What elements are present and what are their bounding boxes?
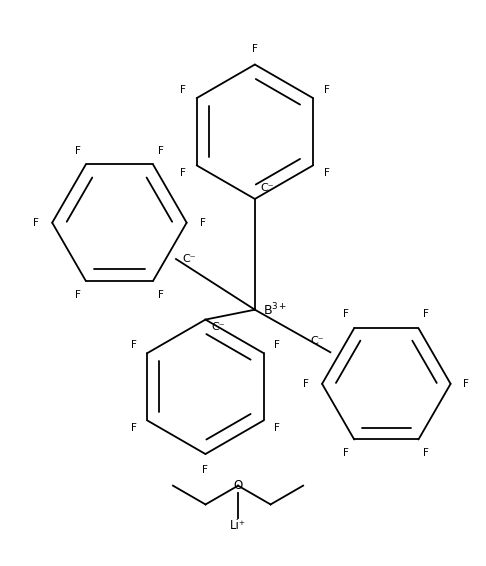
Text: F: F [34, 218, 39, 228]
Text: F: F [423, 448, 429, 458]
Text: C⁻: C⁻ [182, 254, 195, 264]
Text: F: F [131, 423, 137, 434]
Text: C⁻: C⁻ [311, 336, 325, 346]
Text: O: O [233, 479, 243, 492]
Text: F: F [275, 340, 280, 350]
Text: B$^{3+}$: B$^{3+}$ [263, 301, 287, 318]
Text: Li⁺: Li⁺ [230, 518, 246, 531]
Text: F: F [158, 146, 164, 156]
Text: C⁻: C⁻ [261, 183, 275, 193]
Text: F: F [158, 290, 164, 299]
Text: F: F [200, 218, 206, 228]
Text: F: F [464, 379, 469, 389]
Text: F: F [324, 85, 330, 95]
Text: F: F [344, 310, 349, 319]
Text: F: F [275, 423, 280, 434]
Text: F: F [344, 448, 349, 458]
Text: F: F [75, 290, 81, 299]
Text: F: F [180, 168, 186, 178]
Text: F: F [131, 340, 137, 350]
Text: F: F [203, 465, 208, 475]
Text: F: F [75, 146, 81, 156]
Text: F: F [303, 379, 309, 389]
Text: F: F [423, 310, 429, 319]
Text: F: F [324, 168, 330, 178]
Text: C⁻: C⁻ [211, 321, 225, 332]
Text: F: F [180, 85, 186, 95]
Text: F: F [252, 44, 258, 54]
